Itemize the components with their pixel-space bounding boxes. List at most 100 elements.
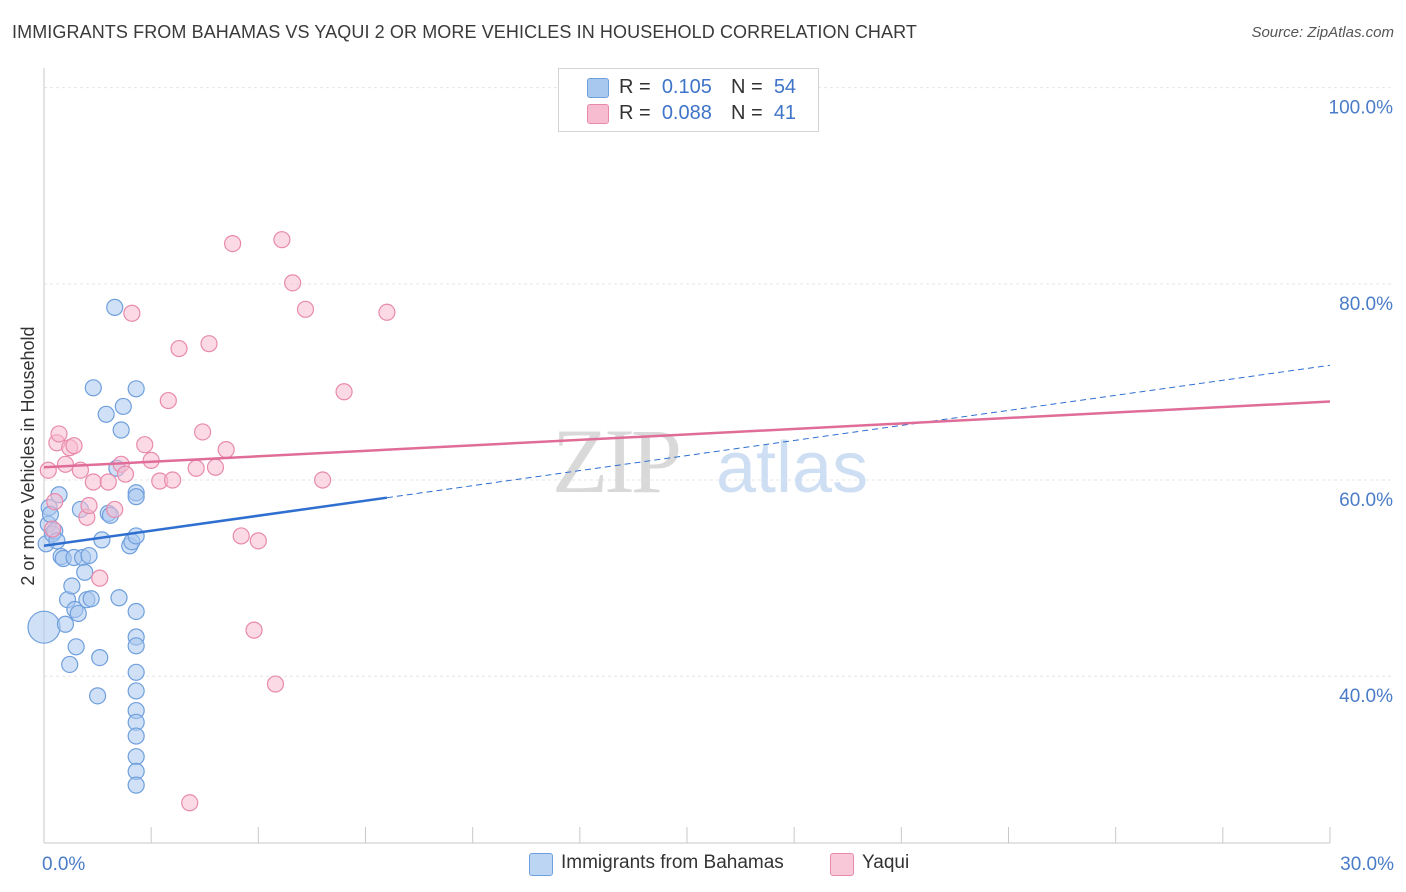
data-point-yaqui: [232, 527, 250, 545]
data-point-bahamas: [97, 405, 115, 423]
data-point-bahamas: [127, 380, 145, 398]
data-point-bahamas: [127, 682, 145, 700]
chart-title: IMMIGRANTS FROM BAHAMAS VS YAQUI 2 OR MO…: [12, 22, 917, 42]
data-point-bahamas: [69, 604, 87, 623]
gridlines: [44, 87, 1392, 677]
watermark: ZIP atlas: [552, 410, 868, 512]
data-point-bahamas: [93, 531, 111, 549]
data-point-bahamas: [80, 546, 98, 565]
legend-r-label: R =: [619, 102, 651, 124]
data-point-bahamas: [127, 663, 145, 681]
data-point-yaqui: [224, 235, 242, 253]
legend-n-label: N =: [731, 76, 763, 98]
data-point-bahamas: [61, 655, 79, 674]
data-point-yaqui: [378, 303, 396, 321]
legend-label-yaqui: Yaqui: [862, 852, 910, 873]
y-tick-label: 40.0%: [1339, 686, 1393, 707]
data-point-bahamas: [63, 577, 81, 595]
data-point-yaqui: [187, 459, 205, 477]
data-point-yaqui: [217, 441, 235, 459]
data-point-bahamas: [127, 727, 145, 745]
data-point-bahamas: [67, 638, 85, 656]
y-tick-label: 100.0%: [1329, 98, 1394, 119]
data-point-yaqui: [245, 621, 263, 639]
stats-legend: R = 0.105 N = 54 R = 0.088 N = 41: [558, 68, 819, 132]
legend-row-bahamas: R = 0.105 N = 54: [559, 75, 818, 101]
data-point-yaqui: [99, 473, 117, 491]
data-point-yaqui: [91, 569, 109, 587]
watermark-atlas: atlas: [716, 428, 868, 508]
legend-n-label: N =: [731, 102, 763, 124]
data-point-yaqui: [200, 335, 218, 353]
data-point-bahamas: [127, 637, 145, 655]
data-point-yaqui: [56, 455, 75, 473]
y-tick-label: 60.0%: [1339, 490, 1393, 511]
data-point-bahamas: [110, 589, 128, 607]
data-point-yaqui: [106, 500, 124, 519]
legend-r-value: 0.105: [661, 76, 712, 98]
data-point-yaqui: [84, 473, 102, 491]
data-point-bahamas: [127, 776, 145, 794]
data-point-yaqui: [159, 391, 177, 410]
legend-swatch-yaqui: [587, 104, 609, 124]
data-point-bahamas: [127, 527, 145, 545]
trend-line-bahamas-extrapolated: [386, 364, 1331, 499]
data-point-yaqui: [249, 532, 267, 550]
y-tick-labels: 100.0% 80.0% 60.0% 40.0%: [1329, 98, 1394, 708]
data-point-bahamas: [84, 379, 102, 397]
legend-swatch-yaqui: [830, 853, 854, 876]
trend-line-bahamas: [43, 496, 388, 547]
data-point-yaqui: [46, 493, 64, 511]
data-point-bahamas: [127, 488, 145, 506]
data-point-yaqui: [123, 304, 141, 322]
data-point-bahamas: [112, 421, 130, 439]
data-point-yaqui: [39, 461, 57, 479]
data-point-yaqui: [170, 339, 188, 358]
x-ticks: [43, 827, 1331, 843]
data-point-bahamas: [27, 610, 61, 644]
chart-source: Source: ZipAtlas.com: [1251, 24, 1394, 41]
x-tick-label: 0.0%: [42, 854, 85, 875]
data-point-yaqui: [65, 437, 83, 455]
legend-swatch-bahamas: [587, 78, 609, 98]
data-point-bahamas: [88, 687, 107, 705]
series-legend: Immigrants from Bahamas Yaqui: [0, 852, 1406, 878]
watermark-zip: ZIP: [552, 410, 679, 512]
data-point-bahamas: [82, 590, 100, 608]
legend-r-label: R =: [619, 76, 651, 98]
data-point-bahamas: [127, 748, 145, 766]
data-point-yaqui: [273, 231, 291, 249]
series-yaqui-points: [39, 231, 396, 812]
data-point-yaqui: [284, 274, 302, 292]
data-point-yaqui: [50, 425, 68, 443]
data-point-bahamas: [106, 298, 124, 316]
legend-r-value: 0.088: [661, 102, 712, 124]
trend-lines: [43, 364, 1331, 547]
data-point-yaqui: [116, 465, 135, 483]
data-point-yaqui: [206, 458, 225, 476]
data-point-yaqui: [181, 794, 199, 812]
data-point-bahamas: [127, 602, 145, 621]
data-point-yaqui: [43, 520, 62, 538]
data-point-yaqui: [80, 496, 98, 515]
x-tick-label: 30.0%: [1340, 854, 1394, 875]
data-point-yaqui: [296, 300, 315, 318]
data-point-bahamas: [114, 397, 132, 416]
data-point-yaqui: [136, 436, 154, 454]
data-point-yaqui: [194, 423, 212, 441]
data-point-bahamas: [76, 563, 94, 581]
data-point-bahamas: [91, 648, 109, 667]
data-point-yaqui: [164, 471, 182, 489]
trend-line-yaqui: [43, 400, 1331, 469]
legend-n-value: 41: [773, 102, 797, 124]
legend-n-value: 54: [773, 76, 797, 98]
y-axis-label: 2 or more Vehicles in Household: [18, 326, 38, 585]
y-tick-label: 80.0%: [1339, 294, 1393, 315]
legend-label-bahamas: Immigrants from Bahamas: [561, 852, 784, 873]
legend-row-yaqui: R = 0.088 N = 41: [559, 101, 818, 127]
data-point-yaqui: [314, 471, 332, 489]
x-tick-labels: 0.0% 30.0%: [42, 854, 1394, 875]
data-point-bahamas: [56, 615, 75, 633]
data-point-yaqui: [266, 675, 285, 693]
